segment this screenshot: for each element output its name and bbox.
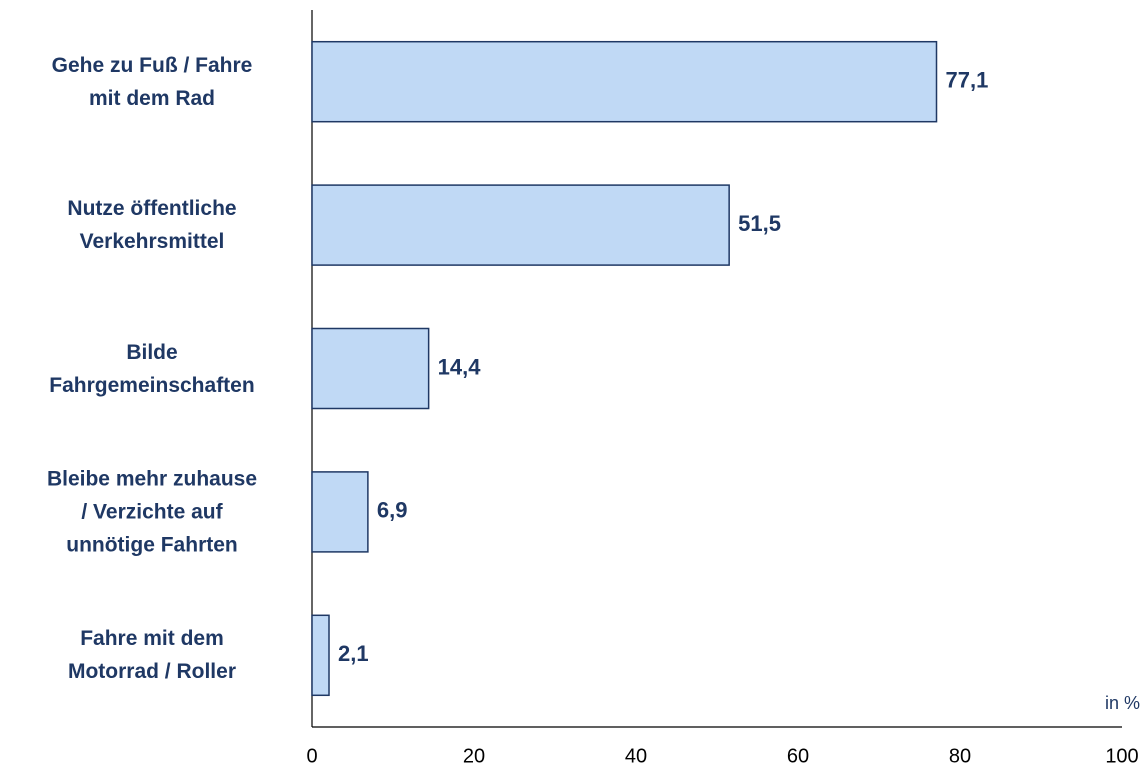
value-label: 6,9 — [377, 498, 408, 523]
value-label: 2,1 — [338, 641, 369, 666]
y-tick-label: Nutze öffentliche Verkehrsmittel — [67, 197, 237, 254]
x-tick-label: 20 — [463, 745, 485, 767]
x-tick-label: 80 — [949, 745, 971, 767]
bar — [311, 184, 730, 266]
bar — [311, 40, 938, 123]
value-label: 51,5 — [738, 211, 781, 236]
x-axis-label: in % — [1105, 693, 1140, 713]
value-label: 14,4 — [438, 354, 482, 379]
x-tick-label: 60 — [787, 745, 809, 767]
bar — [311, 471, 369, 553]
bar — [311, 327, 430, 410]
value-label: 77,1 — [946, 68, 989, 93]
x-tick-label: 0 — [306, 745, 317, 767]
y-tick-label: Gehe zu Fuß / Fahre mit dem Rad — [51, 53, 253, 110]
y-tick-label: Bleibe mehr zuhause / Verzichte auf unnö… — [46, 467, 258, 557]
bar — [311, 614, 330, 697]
x-tick-label: 40 — [625, 745, 647, 767]
y-tick-label: Bilde Fahrgemeinschaften — [49, 340, 255, 397]
y-tick-label: Fahre mit dem Motorrad / Roller — [67, 627, 236, 684]
x-tick-label: 100 — [1105, 745, 1138, 767]
